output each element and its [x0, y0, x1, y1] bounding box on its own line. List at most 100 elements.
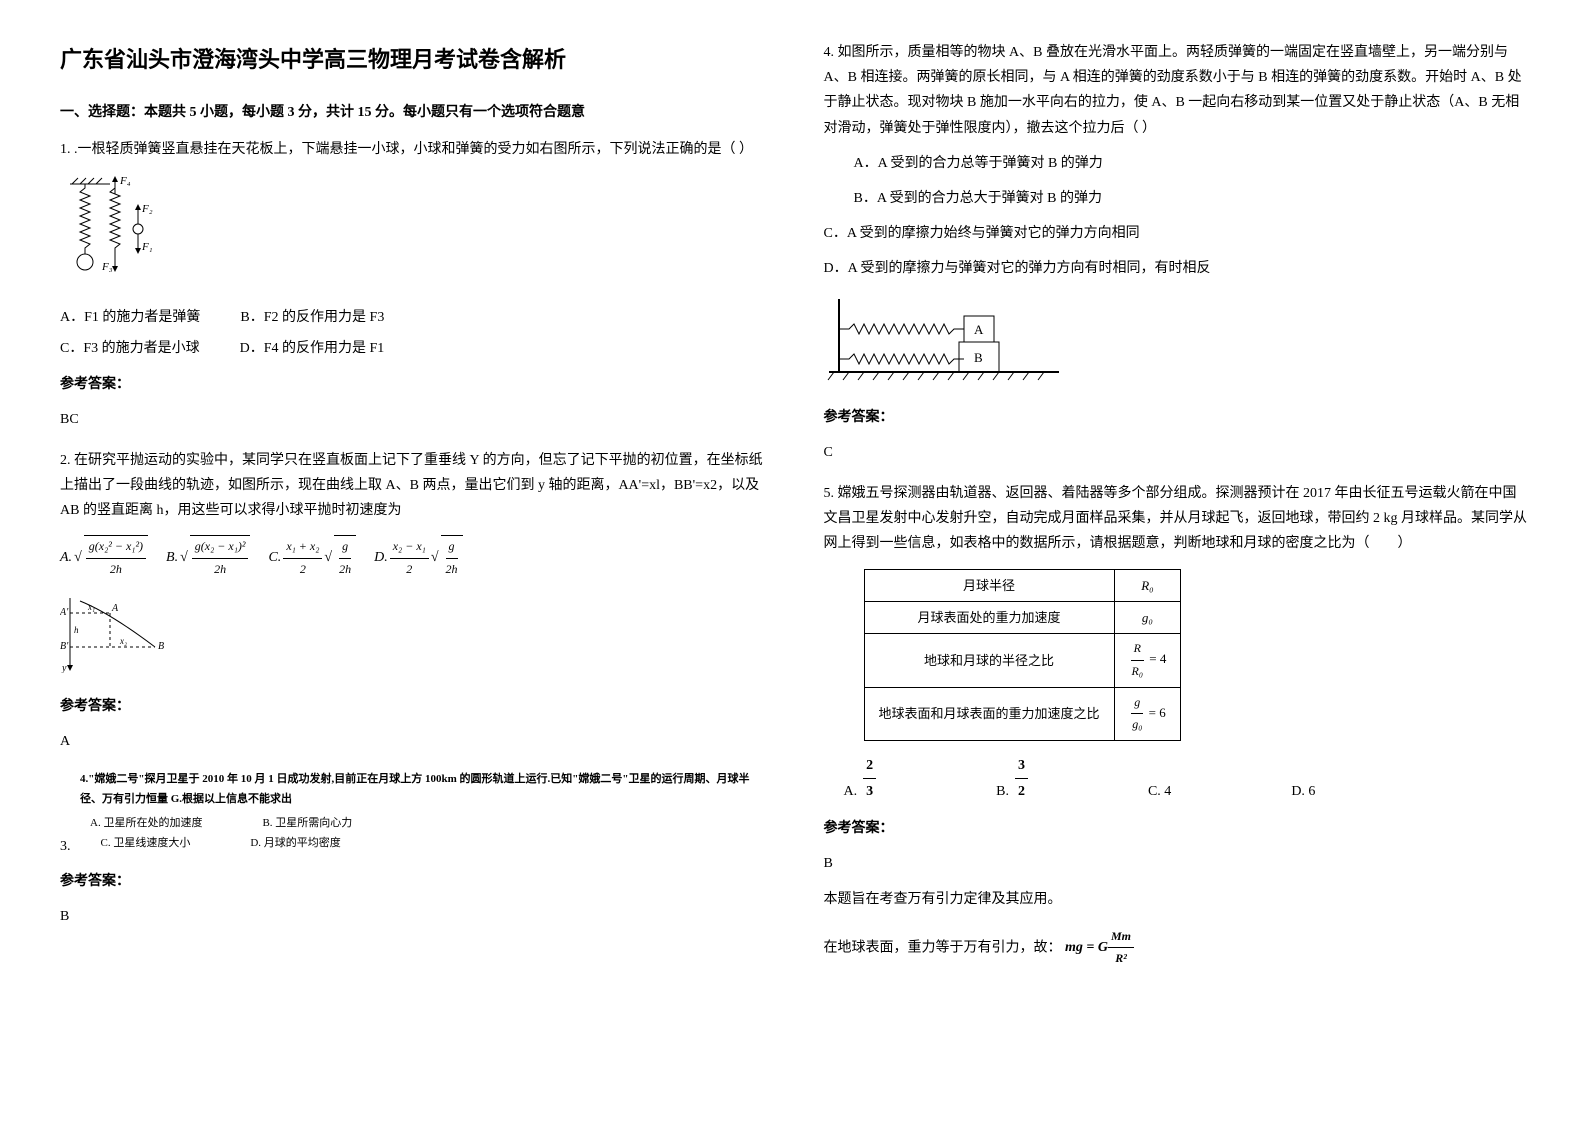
denominator: 2: [297, 559, 309, 581]
option-row: A．F1 的施力者是弹簧 B．F2 的反作用力是 F3: [60, 305, 764, 330]
q1-diagram: F₄ F₃ F₂ F₁: [60, 174, 764, 293]
svg-text:h: h: [74, 625, 79, 635]
option-c: C. x₁ + x₂2 g2h: [268, 535, 356, 580]
question-2: 2. 在研究平抛运动的实验中，某同学只在竖直板面上记下了重垂线 Y 的方向，但忘…: [60, 448, 764, 754]
option-c: C. 卫星线速度大小: [101, 834, 191, 854]
q5-data-table: 月球半径 R₀ 月球表面处的重力加速度 g₀ 地球和月球的半径之比 RR₀ = …: [864, 569, 1182, 741]
cell-value: g₀: [1114, 602, 1181, 634]
svg-text:A: A: [111, 603, 119, 614]
svg-text:y: y: [61, 663, 67, 673]
explanation-eq-line: 在地球表面，重力等于万有引力，故： mg = GMmR²: [824, 926, 1528, 970]
opt-prefix: A.: [844, 779, 858, 804]
sqrt-icon: [74, 545, 82, 570]
svg-text:F₁: F₁: [141, 241, 153, 253]
answer-value: BC: [60, 407, 764, 432]
numerator: g: [339, 536, 351, 559]
explanation-text: 本题旨在考查万有引力定律及其应用。: [824, 887, 1528, 912]
denominator: 2: [403, 559, 415, 581]
option-a: A．F1 的施力者是弹簧: [60, 305, 200, 330]
answer-value: C: [824, 440, 1528, 465]
svg-text:B': B': [60, 641, 69, 652]
answer-value: B: [824, 851, 1528, 876]
page: 广东省汕头市澄海湾头中学高三物理月考试卷含解析 一、选择题：本题共 5 小题，每…: [60, 40, 1527, 986]
question-number: 3.: [60, 834, 71, 859]
option-a: A．A 受到的合力总等于弹簧对 B 的弹力: [854, 151, 1528, 176]
value-text: g₀: [1142, 610, 1153, 625]
cell-label: 月球半径: [864, 569, 1114, 601]
option-a: A. 23: [844, 753, 877, 804]
denominator: R₀: [1132, 664, 1144, 678]
option-c: C．A 受到的摩擦力始终与弹簧对它的弹力方向相同: [824, 221, 1528, 246]
option-b: B．F2 的反作用力是 F3: [240, 305, 384, 330]
svg-text:A': A': [60, 607, 69, 618]
eq-text: = 6: [1145, 705, 1165, 720]
svg-text:x₂: x₂: [119, 636, 127, 646]
question-5: 5. 嫦娥五号探测器由轨道器、返回器、着陆器等多个部分组成。探测器预计在 201…: [824, 481, 1528, 970]
option-row: C．F3 的施力者是小球 D．F4 的反作用力是 F1: [60, 336, 764, 361]
option-d: D．F4 的反作用力是 F1: [240, 336, 385, 361]
cell-label: 地球和月球的半径之比: [864, 634, 1114, 687]
answer-label: 参考答案：: [60, 869, 764, 894]
cell-value: R₀: [1114, 569, 1181, 601]
denominator: g₀: [1132, 717, 1142, 731]
right-column: 4. 如图所示，质量相等的物块 A、B 叠放在光滑水平面上。两轻质弹簧的一端固定…: [824, 40, 1528, 986]
table-row: 地球表面和月球表面的重力加速度之比 g g₀ = 6: [864, 687, 1181, 740]
sqrt-icon: [180, 545, 188, 570]
svg-text:F₄: F₄: [119, 175, 131, 187]
q4-diagram: A B: [824, 294, 1528, 393]
numerator: 3: [1015, 753, 1028, 779]
option-d: D. 6: [1291, 779, 1315, 804]
option-d: D. 月球的平均密度: [250, 834, 340, 854]
question-1: 1. .一根轻质弹簧竖直悬挂在天花板上，下端悬挂一小球，小球和弹簧的受力如右图所…: [60, 137, 764, 432]
question-text: 5. 嫦娥五号探测器由轨道器、返回器、着陆器等多个部分组成。探测器预计在 201…: [824, 481, 1528, 557]
numerator: g: [1134, 695, 1140, 709]
option-a: A. 卫星所在处的加速度: [90, 814, 202, 834]
question-4: 4. 如图所示，质量相等的物块 A、B 叠放在光滑水平面上。两轻质弹簧的一端固定…: [824, 40, 1528, 465]
left-column: 广东省汕头市澄海湾头中学高三物理月考试卷含解析 一、选择题：本题共 5 小题，每…: [60, 40, 764, 986]
option-c: C．F3 的施力者是小球: [60, 336, 200, 361]
embedded-opts-row: C. 卫星线速度大小 D. 月球的平均密度: [101, 834, 341, 854]
svg-text:F₂: F₂: [141, 203, 153, 215]
table-row: 月球表面处的重力加速度 g₀: [864, 602, 1181, 634]
denominator: 3: [863, 779, 876, 804]
denominator: R²: [1112, 948, 1130, 970]
opt-prefix: A.: [60, 545, 72, 570]
svg-text:A: A: [974, 322, 984, 337]
option-a: A. g(x₂² − x₁²)2h: [60, 535, 148, 580]
opt-prefix: B.: [996, 779, 1009, 804]
denominator: 2: [1015, 779, 1028, 804]
cell-label: 地球表面和月球表面的重力加速度之比: [864, 687, 1114, 740]
cell-value: RR₀ = 4: [1114, 634, 1181, 687]
numerator: Mm: [1108, 926, 1134, 949]
explanation-prefix: 在地球表面，重力等于万有引力，故：: [824, 940, 1062, 955]
option-b: B. 32: [996, 753, 1028, 804]
numerator: x₁ + x₂: [283, 536, 322, 559]
projectile-diagram: y A' B' A B x₁ x₂ h: [60, 593, 190, 673]
opt-prefix: B.: [166, 545, 178, 570]
numerator: g(x₂ − x₁)²: [192, 536, 249, 559]
q2-diagram: y A' B' A B x₁ x₂ h: [60, 593, 764, 682]
option-b: B．A 受到的合力总大于弹簧对 B 的弹力: [854, 186, 1528, 211]
denominator: 2h: [107, 559, 125, 581]
embedded-opts-row: A. 卫星所在处的加速度 B. 卫星所需向心力: [90, 814, 764, 834]
denominator: 2h: [211, 559, 229, 581]
page-title: 广东省汕头市澄海湾头中学高三物理月考试卷含解析: [60, 40, 764, 80]
numerator: g: [446, 536, 458, 559]
opt-prefix: C.: [268, 545, 281, 570]
eq-left: mg = G: [1065, 940, 1108, 955]
equation: mg = GMmR²: [1065, 940, 1134, 955]
answer-label: 参考答案：: [824, 405, 1528, 430]
answer-value: B: [60, 904, 764, 929]
spring-ball-diagram: F₄ F₃ F₂ F₁: [60, 174, 180, 284]
answer-label: 参考答案：: [60, 694, 764, 719]
numerator: 2: [863, 753, 876, 779]
question-text: 2. 在研究平抛运动的实验中，某同学只在竖直板面上记下了重垂线 Y 的方向，但忘…: [60, 448, 764, 524]
value-text: R₀: [1141, 578, 1153, 593]
answer-label: 参考答案：: [60, 372, 764, 397]
denominator: 2h: [336, 559, 354, 581]
table-row: 月球半径 R₀: [864, 569, 1181, 601]
table-row: 地球和月球的半径之比 RR₀ = 4: [864, 634, 1181, 687]
question-3: 4."嫦娥二号"探月卫星于 2010 年 10 月 1 日成功发射,目前正在月球…: [60, 770, 764, 929]
option-b: B. g(x₂ − x₁)²2h: [166, 535, 250, 580]
opt-prefix: D.: [374, 545, 388, 570]
